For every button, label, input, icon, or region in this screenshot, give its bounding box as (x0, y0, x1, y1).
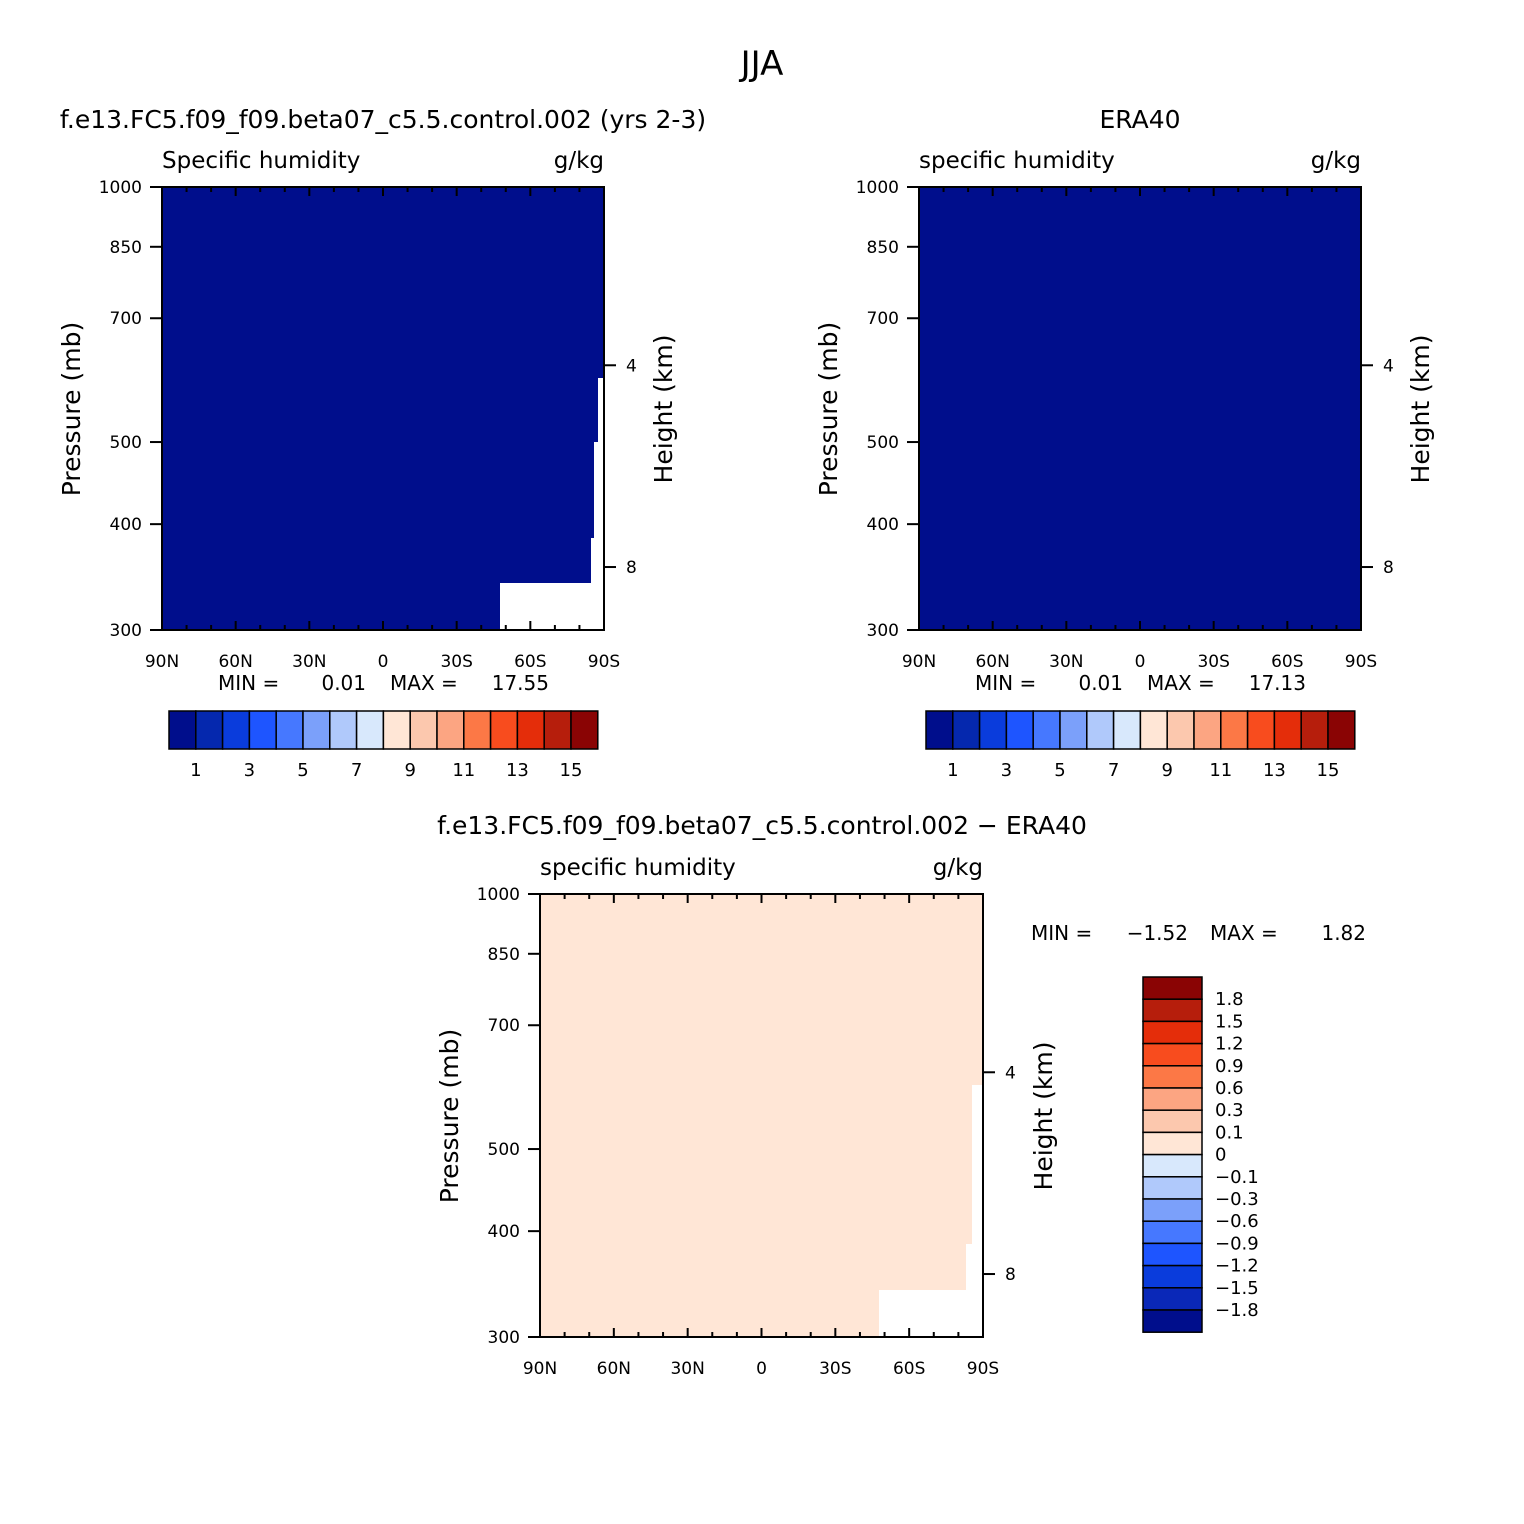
panel-title: f.e13.FC5.f09_f09.beta07_c5.5.control.00… (60, 105, 706, 134)
panel-model: f.e13.FC5.f09_f09.beta07_c5.5.control.00… (57, 105, 706, 781)
figure-title: JJA (739, 44, 784, 84)
right-string: g/kg (554, 148, 604, 174)
background-band (162, 187, 604, 630)
plot-area (162, 187, 604, 630)
left-string: Specific humidity (162, 148, 360, 174)
